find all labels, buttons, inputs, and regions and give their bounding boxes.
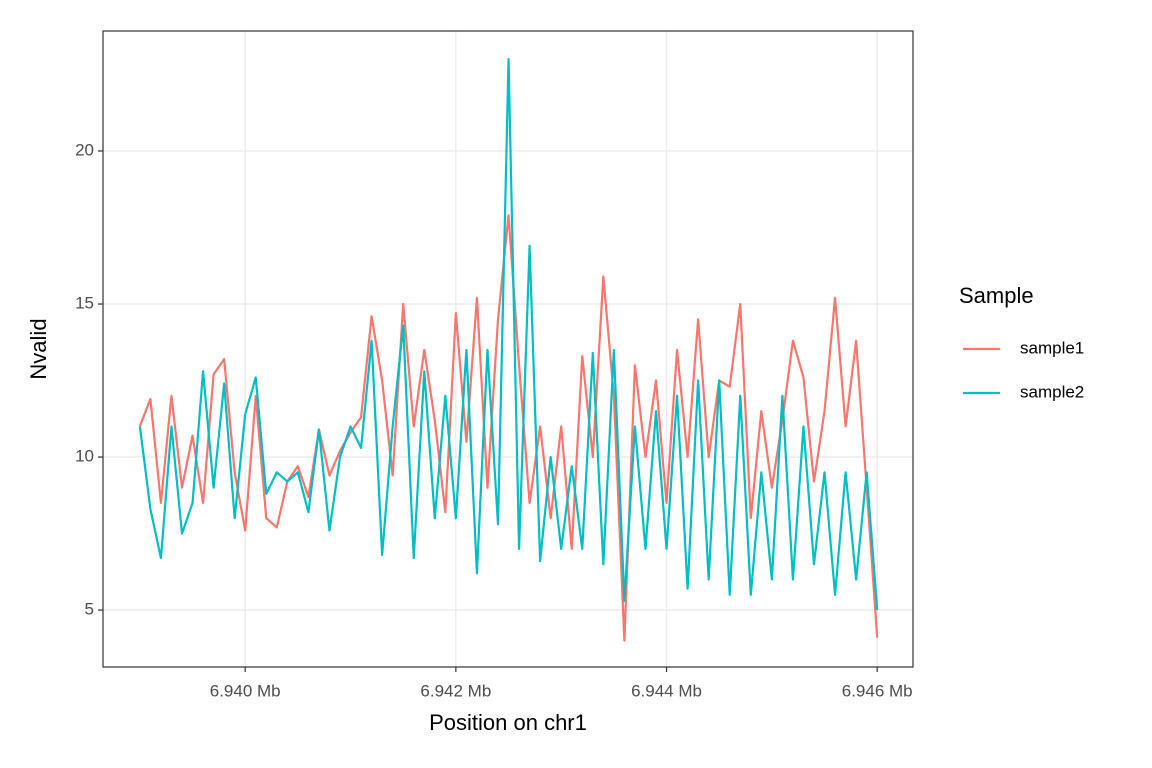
y-tick-label: 10: [75, 447, 94, 466]
legend-label: sample1: [1020, 338, 1084, 357]
grid: [103, 31, 913, 667]
series-line: [138, 58, 879, 611]
axes: 5 10 15 20 6.940 Mb 6.942 Mb 6.944 Mb 6.946 Mb: [75, 140, 913, 700]
x-tick-label: 6.946 Mb: [842, 681, 913, 700]
y-axis-title: Nvalid: [26, 318, 51, 379]
y-tick-label: 15: [75, 293, 94, 312]
panel-border: [102, 30, 914, 668]
lines: [138, 58, 879, 642]
legend-label: sample2: [1020, 382, 1084, 401]
x-tick-label: 6.944 Mb: [631, 681, 702, 700]
panel-background: [103, 31, 913, 667]
y-tick-label: 5: [85, 600, 94, 619]
series-line: [138, 214, 879, 642]
legend: Sample sample1 sample2: [959, 283, 1084, 402]
x-axis-title: Position on chr1: [429, 710, 587, 735]
legend-title: Sample: [959, 283, 1034, 308]
x-tick-label: 6.942 Mb: [420, 681, 491, 700]
y-tick-label: 20: [75, 140, 94, 159]
x-tick-label: 6.940 Mb: [210, 681, 281, 700]
